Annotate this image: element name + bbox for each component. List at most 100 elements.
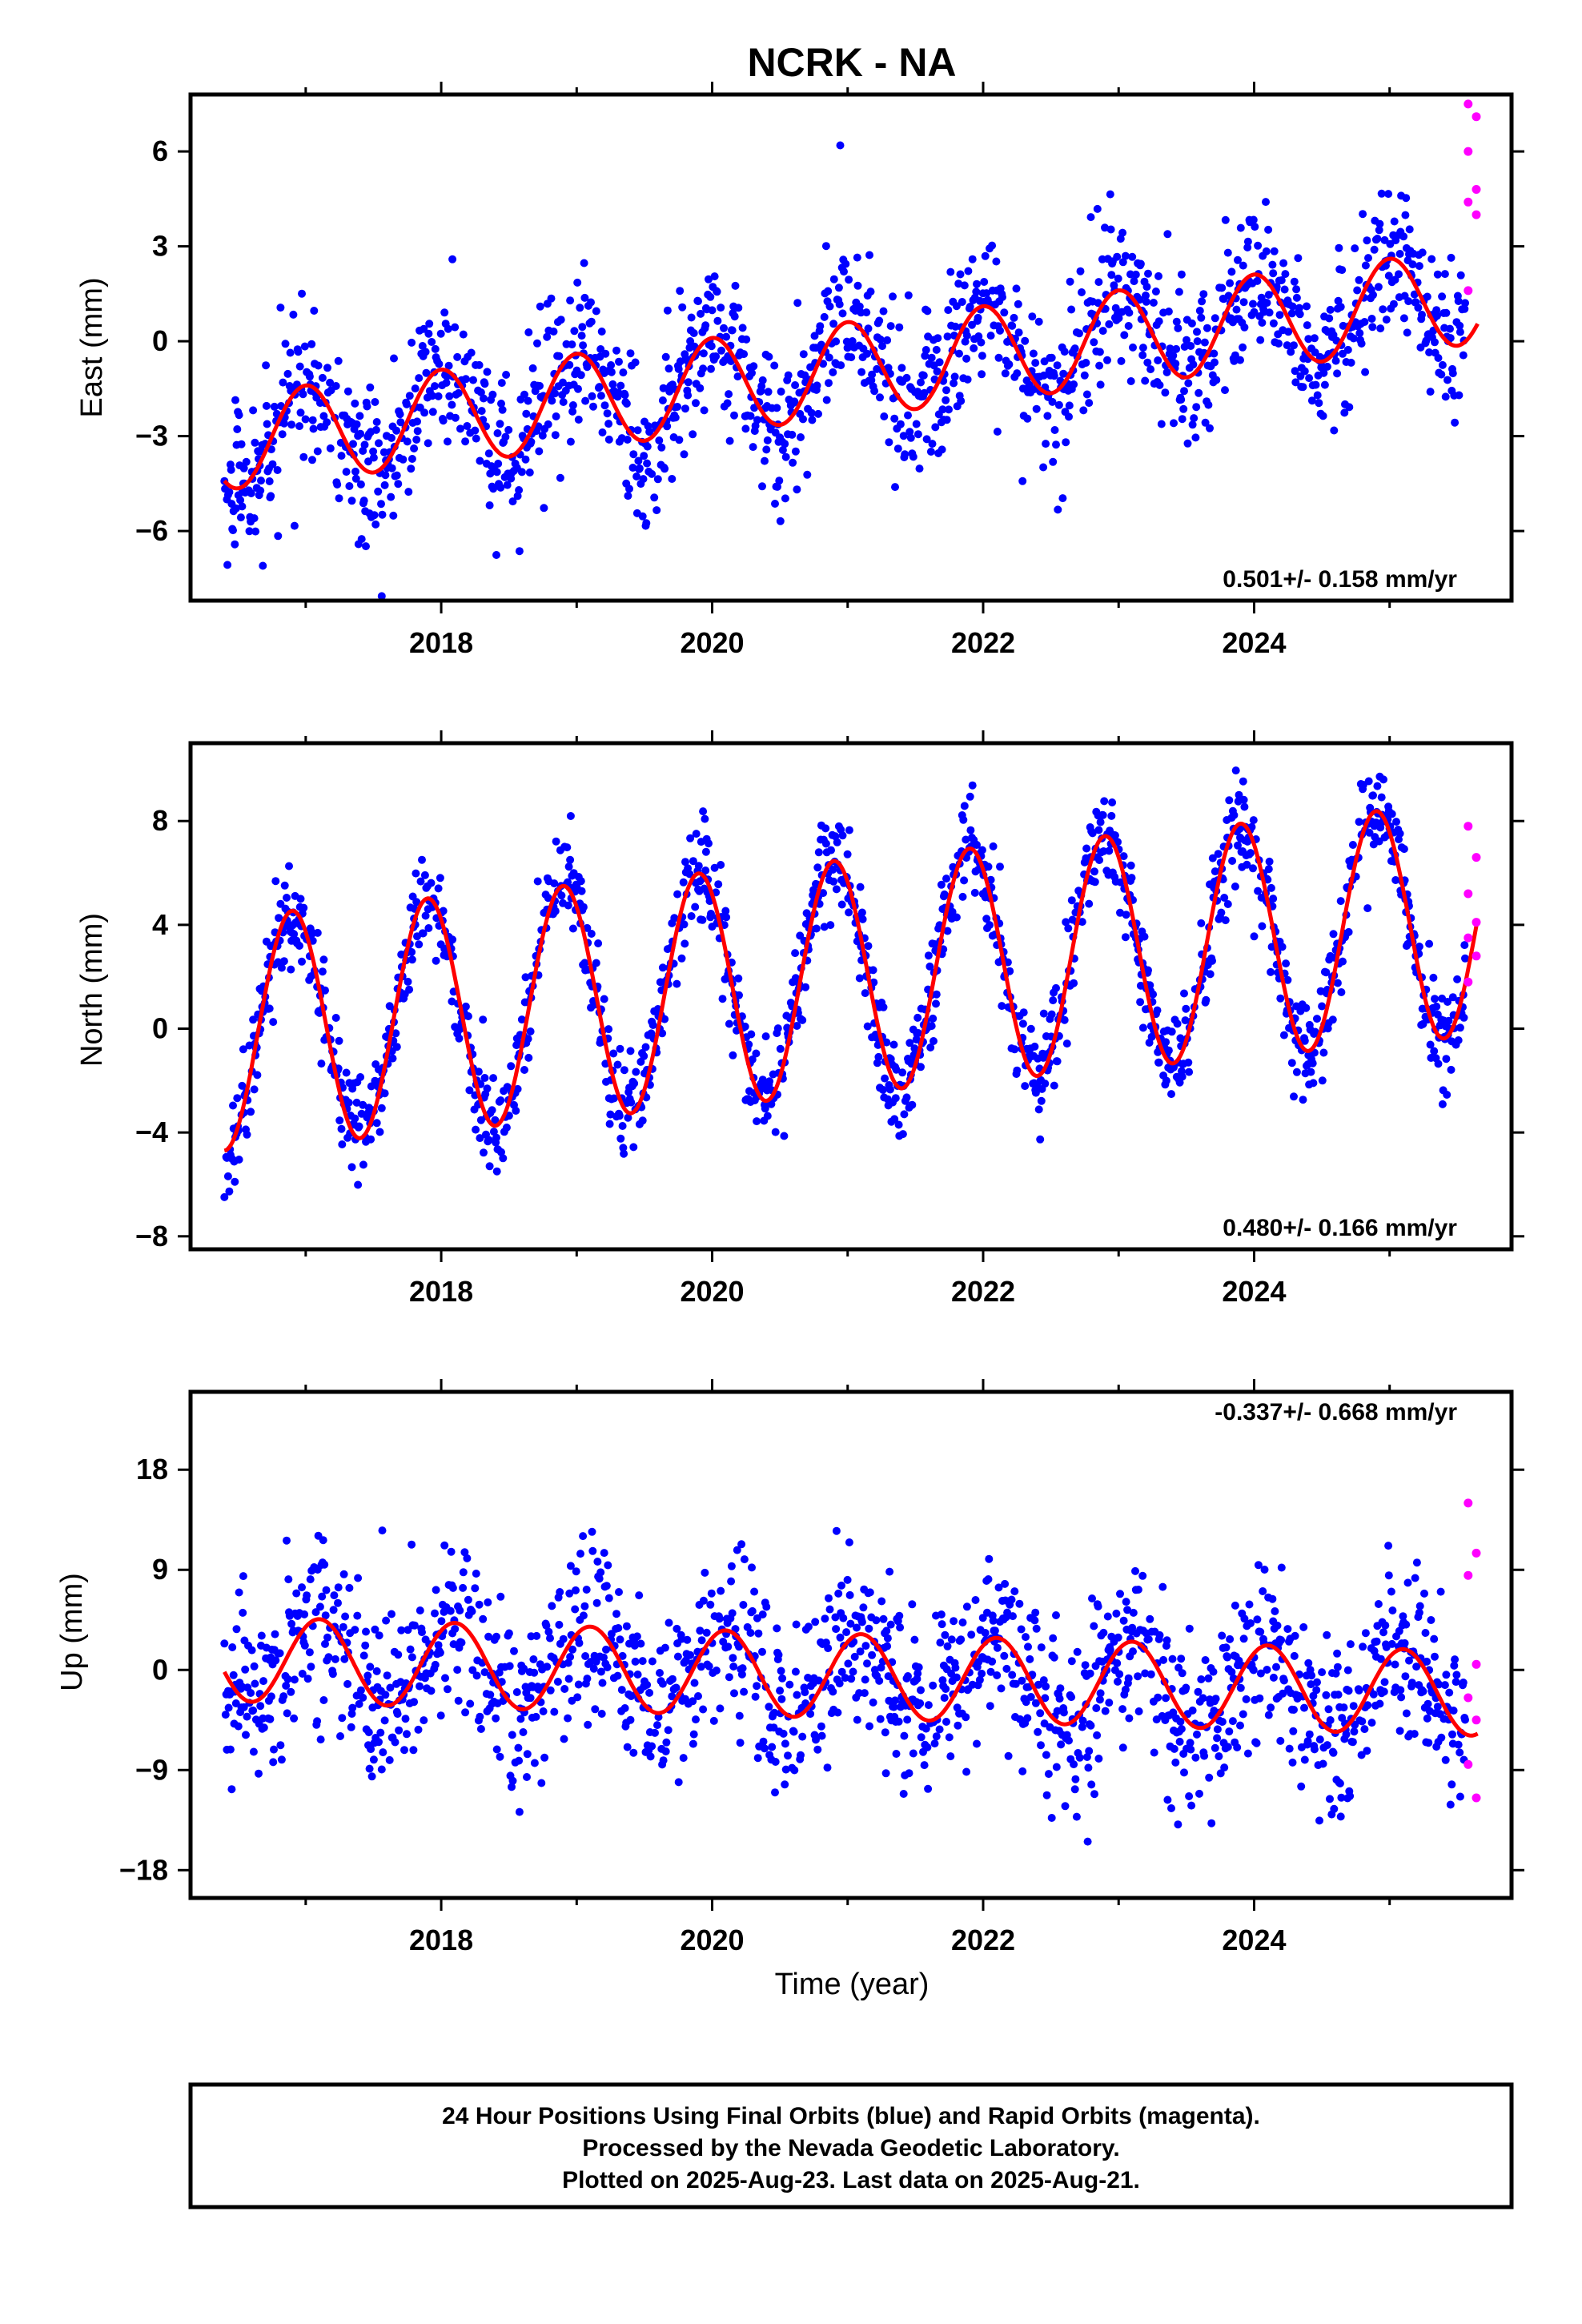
up-final-point	[736, 1739, 745, 1747]
up-final-point	[937, 1610, 946, 1618]
up-x-axis: 2018 2020 2022 2024	[304, 1379, 1391, 1956]
east-final-point	[659, 384, 668, 392]
east-final-point	[1431, 338, 1439, 347]
east-final-point	[1390, 217, 1399, 226]
north-final-point	[1240, 802, 1249, 811]
east-final-point	[394, 480, 403, 489]
up-final-point	[351, 1626, 359, 1634]
up-final-point	[420, 1716, 428, 1725]
up-final-point	[1001, 1579, 1010, 1588]
up-final-point	[400, 1746, 408, 1755]
up-final-point	[330, 1591, 339, 1600]
up-final-point	[716, 1704, 725, 1713]
east-final-point	[443, 372, 452, 380]
up-final-point	[431, 1609, 439, 1618]
north-final-point	[1094, 826, 1103, 834]
north-final-point	[929, 1014, 938, 1023]
north-final-point	[858, 915, 867, 923]
up-final-point	[347, 1710, 356, 1718]
up-final-point	[1359, 1642, 1367, 1651]
east-final-point	[1171, 360, 1180, 368]
east-final-point	[963, 375, 972, 384]
east-final-point	[943, 332, 952, 341]
up-final-point	[231, 1699, 240, 1707]
up-final-point	[1044, 1770, 1053, 1779]
north-final-point	[701, 814, 709, 823]
up-final-point	[348, 1703, 357, 1712]
up-final-point	[1057, 1740, 1066, 1749]
east-final-point	[483, 368, 492, 376]
east-final-point	[1054, 400, 1063, 409]
up-final-point	[279, 1692, 288, 1701]
east-final-point	[351, 467, 359, 476]
north-final-point	[1067, 896, 1076, 905]
east-final-point	[1451, 418, 1460, 427]
east-final-point	[527, 437, 536, 446]
east-y-axis-label: East (mm)	[75, 277, 109, 417]
north-final-point	[856, 883, 865, 891]
east-final-point	[360, 440, 369, 449]
east-final-point	[865, 251, 873, 259]
east-final-point	[497, 379, 506, 388]
east-final-point	[1005, 360, 1014, 368]
up-final-point	[492, 1632, 500, 1641]
east-final-point	[725, 390, 733, 399]
east-final-point	[301, 415, 310, 424]
north-final-point	[900, 1110, 909, 1119]
east-final-point	[1234, 255, 1242, 264]
up-final-point	[1277, 1636, 1286, 1644]
north-final-point	[753, 1117, 761, 1126]
east-final-point	[1138, 351, 1147, 360]
up-final-point	[1195, 1789, 1203, 1798]
east-final-point	[845, 275, 853, 284]
up-final-point	[1360, 1725, 1369, 1734]
north-final-point	[1311, 1027, 1319, 1036]
east-final-point	[853, 253, 861, 262]
up-final-point	[1273, 1621, 1282, 1630]
up-final-point	[981, 1629, 990, 1637]
east-final-point	[1212, 376, 1221, 384]
north-final-point	[873, 1059, 881, 1068]
north-final-point	[889, 1040, 898, 1049]
north-final-point	[624, 1113, 632, 1122]
up-final-point	[1452, 1671, 1461, 1679]
north-final-point	[1454, 1036, 1463, 1044]
north-final-point	[1339, 957, 1347, 966]
up-final-point	[1216, 1769, 1225, 1778]
up-final-point	[636, 1639, 645, 1648]
up-final-point	[665, 1618, 673, 1627]
east-final-point	[581, 396, 590, 405]
up-final-point	[1396, 1686, 1405, 1695]
up-final-point	[825, 1605, 834, 1614]
east-final-point	[643, 459, 652, 468]
up-final-point	[707, 1589, 716, 1598]
north-final-point	[499, 1154, 508, 1163]
east-final-point	[1131, 270, 1140, 279]
east-final-point	[256, 486, 265, 495]
east-final-point	[1279, 259, 1288, 267]
up-final-point	[1050, 1653, 1058, 1662]
north-final-point	[831, 832, 840, 841]
up-final-point	[582, 1586, 591, 1594]
east-final-point	[1129, 343, 1137, 352]
up-final-point	[1307, 1671, 1316, 1680]
up-final-point	[529, 1655, 538, 1663]
east-final-point	[265, 477, 274, 485]
north-final-point	[1026, 1024, 1035, 1033]
up-final-point	[935, 1725, 944, 1734]
east-final-point	[808, 416, 817, 424]
east-rate-label: 0.501+/- 0.158 mm/yr	[1223, 566, 1457, 593]
east-x-tick-label: 2018	[409, 626, 473, 659]
east-final-point	[225, 488, 234, 497]
east-final-point	[982, 289, 991, 298]
north-final-point	[1041, 1080, 1050, 1088]
up-final-point	[1336, 1812, 1345, 1821]
east-final-point	[1280, 285, 1289, 294]
east-final-point	[980, 278, 989, 286]
north-final-point	[1460, 941, 1469, 950]
up-final-point	[394, 1651, 403, 1659]
up-final-point	[886, 1620, 895, 1629]
north-final-point	[434, 884, 443, 893]
up-final-point	[367, 1772, 376, 1781]
up-final-point	[1052, 1611, 1060, 1619]
